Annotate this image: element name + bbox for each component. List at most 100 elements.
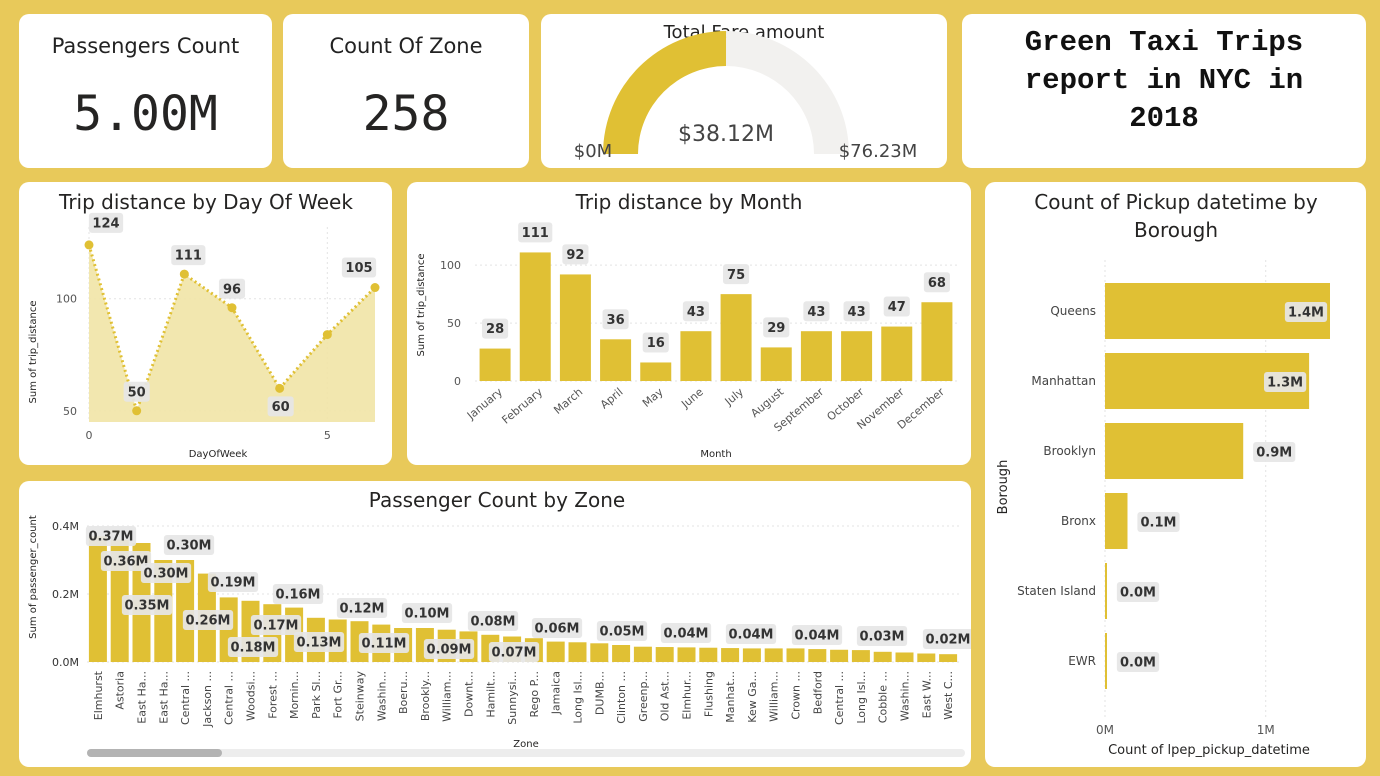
x-tick-label: Long Isl...	[855, 671, 868, 724]
data-label-bg	[682, 301, 709, 322]
bar	[917, 653, 936, 662]
data-label: 43	[687, 305, 705, 320]
bar	[830, 649, 849, 662]
bar	[841, 331, 873, 381]
x-tick-label: August	[748, 385, 786, 420]
y-tick-label: 0.0M	[52, 656, 79, 669]
bar	[1105, 633, 1107, 689]
data-label: 0.08M	[470, 615, 515, 630]
x-tick-label: Elmhurst	[92, 670, 105, 720]
data-label: 0.19M	[210, 576, 255, 591]
x-tick-label: Steinway	[354, 671, 367, 722]
bar	[559, 274, 591, 381]
chart-card-month: Trip distance by Month Month Sum of trip…	[407, 182, 971, 465]
data-point	[227, 303, 237, 313]
data-label: 0.04M	[728, 628, 773, 643]
data-label: 0.04M	[794, 629, 839, 644]
kpi-value: 258	[362, 86, 450, 142]
data-point	[179, 269, 189, 279]
x-tick-label: Central ...	[833, 671, 846, 725]
bar	[760, 347, 792, 381]
x-tick-label: April	[598, 385, 626, 411]
chart-title-line-1: Count of Pickup datetime by	[1034, 190, 1318, 214]
kpi-title: Passengers Count	[51, 34, 240, 58]
x-tick-label: Washin...	[375, 671, 388, 721]
data-label-bg	[182, 610, 234, 630]
x-tick-label: Elmhur...	[681, 671, 694, 720]
x-tick-label: Brookly...	[419, 671, 432, 721]
chart-card-zone: Passenger Count by Zone Zone Sum of pass…	[19, 481, 971, 767]
y-axis-label: Sum of trip_distance	[416, 254, 427, 357]
data-label-bg	[660, 623, 712, 643]
x-tick-label: Astoria	[114, 671, 127, 710]
data-label-bg	[725, 624, 777, 644]
data-label-bg	[923, 272, 950, 293]
bar	[721, 648, 740, 662]
data-label: 0.03M	[859, 630, 904, 645]
bar	[742, 648, 761, 662]
x-tick-label: Central ...	[223, 671, 236, 725]
data-label-bg	[121, 595, 173, 615]
data-label: 0.35M	[124, 599, 169, 614]
x-tick-label: Fort Gr...	[332, 671, 345, 719]
chart-zone: Passenger Count by Zone Zone Sum of pass…	[28, 488, 971, 757]
x-tick-label: Flushing	[702, 671, 715, 717]
data-label-bg	[100, 551, 152, 571]
data-label: 105	[345, 261, 372, 276]
data-label-bg	[922, 629, 971, 649]
data-label: 1.4M	[1288, 306, 1324, 321]
gauge-fill	[603, 30, 727, 155]
data-label-bg	[791, 625, 843, 645]
bar	[633, 646, 652, 662]
bar	[546, 641, 565, 662]
data-label: 29	[767, 321, 785, 336]
y-tick-label: 0.4M	[52, 520, 79, 533]
data-label: 0.07M	[491, 646, 536, 661]
data-label: 0.10M	[404, 607, 449, 622]
data-label-bg	[227, 637, 279, 657]
data-label: 0.09M	[426, 643, 471, 658]
x-axis-label: DayOfWeek	[189, 449, 248, 460]
data-point	[370, 283, 380, 293]
x-tick-label: June	[678, 385, 706, 411]
bar	[720, 294, 752, 381]
y-axis-label: Sum of trip_distance	[28, 301, 39, 404]
y-tick-label: Staten Island	[1017, 584, 1096, 598]
data-label-bg	[123, 381, 150, 402]
report-title-card: Green Taxi Trips report in NYC in 2018	[962, 14, 1366, 168]
x-tick-label: Woodsi...	[245, 671, 258, 721]
bar	[895, 652, 914, 662]
data-label-bg	[423, 639, 475, 659]
chart-borough: Count of Pickup datetime by Borough Coun…	[996, 190, 1330, 758]
bar	[939, 654, 958, 662]
data-label: 28	[486, 322, 504, 337]
data-label-bg	[843, 301, 870, 322]
scrollbar-thumb[interactable]	[87, 749, 222, 757]
data-label: 0.04M	[663, 627, 708, 642]
bar	[764, 648, 783, 662]
data-label-bg	[596, 621, 648, 641]
data-label-bg	[883, 296, 910, 317]
x-tick-label: Washin...	[899, 671, 912, 721]
x-tick-label: July	[722, 385, 747, 409]
report-title: Green Taxi Trips report in NYC in 2018	[1024, 26, 1304, 135]
bar	[479, 348, 511, 381]
kpi-card-passengers: Passengers Count 5.00M	[19, 14, 272, 168]
data-label-bg	[531, 618, 583, 638]
x-tick-label: Park Sl...	[310, 671, 323, 719]
gauge-card: Total Fare amount $0M $38.12M $76.23M	[541, 14, 947, 168]
x-tick-label: Forest ...	[266, 671, 279, 719]
data-label-bg	[803, 301, 830, 322]
y-tick-label: Bronx	[1061, 514, 1096, 528]
y-tick-label: 100	[56, 293, 77, 306]
gauge-track	[726, 31, 849, 155]
bar	[612, 645, 631, 662]
data-label: 1.3M	[1267, 376, 1303, 391]
scrollbar-track[interactable]	[87, 749, 965, 757]
data-label: 0.37M	[88, 530, 133, 545]
data-label: 0.1M	[1141, 516, 1177, 531]
gauge-svg: Total Fare amount $0M $38.12M $76.23M	[574, 22, 917, 162]
data-label-bg	[488, 642, 540, 662]
y-axis-label: Borough	[996, 460, 1011, 515]
data-label-bg	[267, 396, 294, 417]
